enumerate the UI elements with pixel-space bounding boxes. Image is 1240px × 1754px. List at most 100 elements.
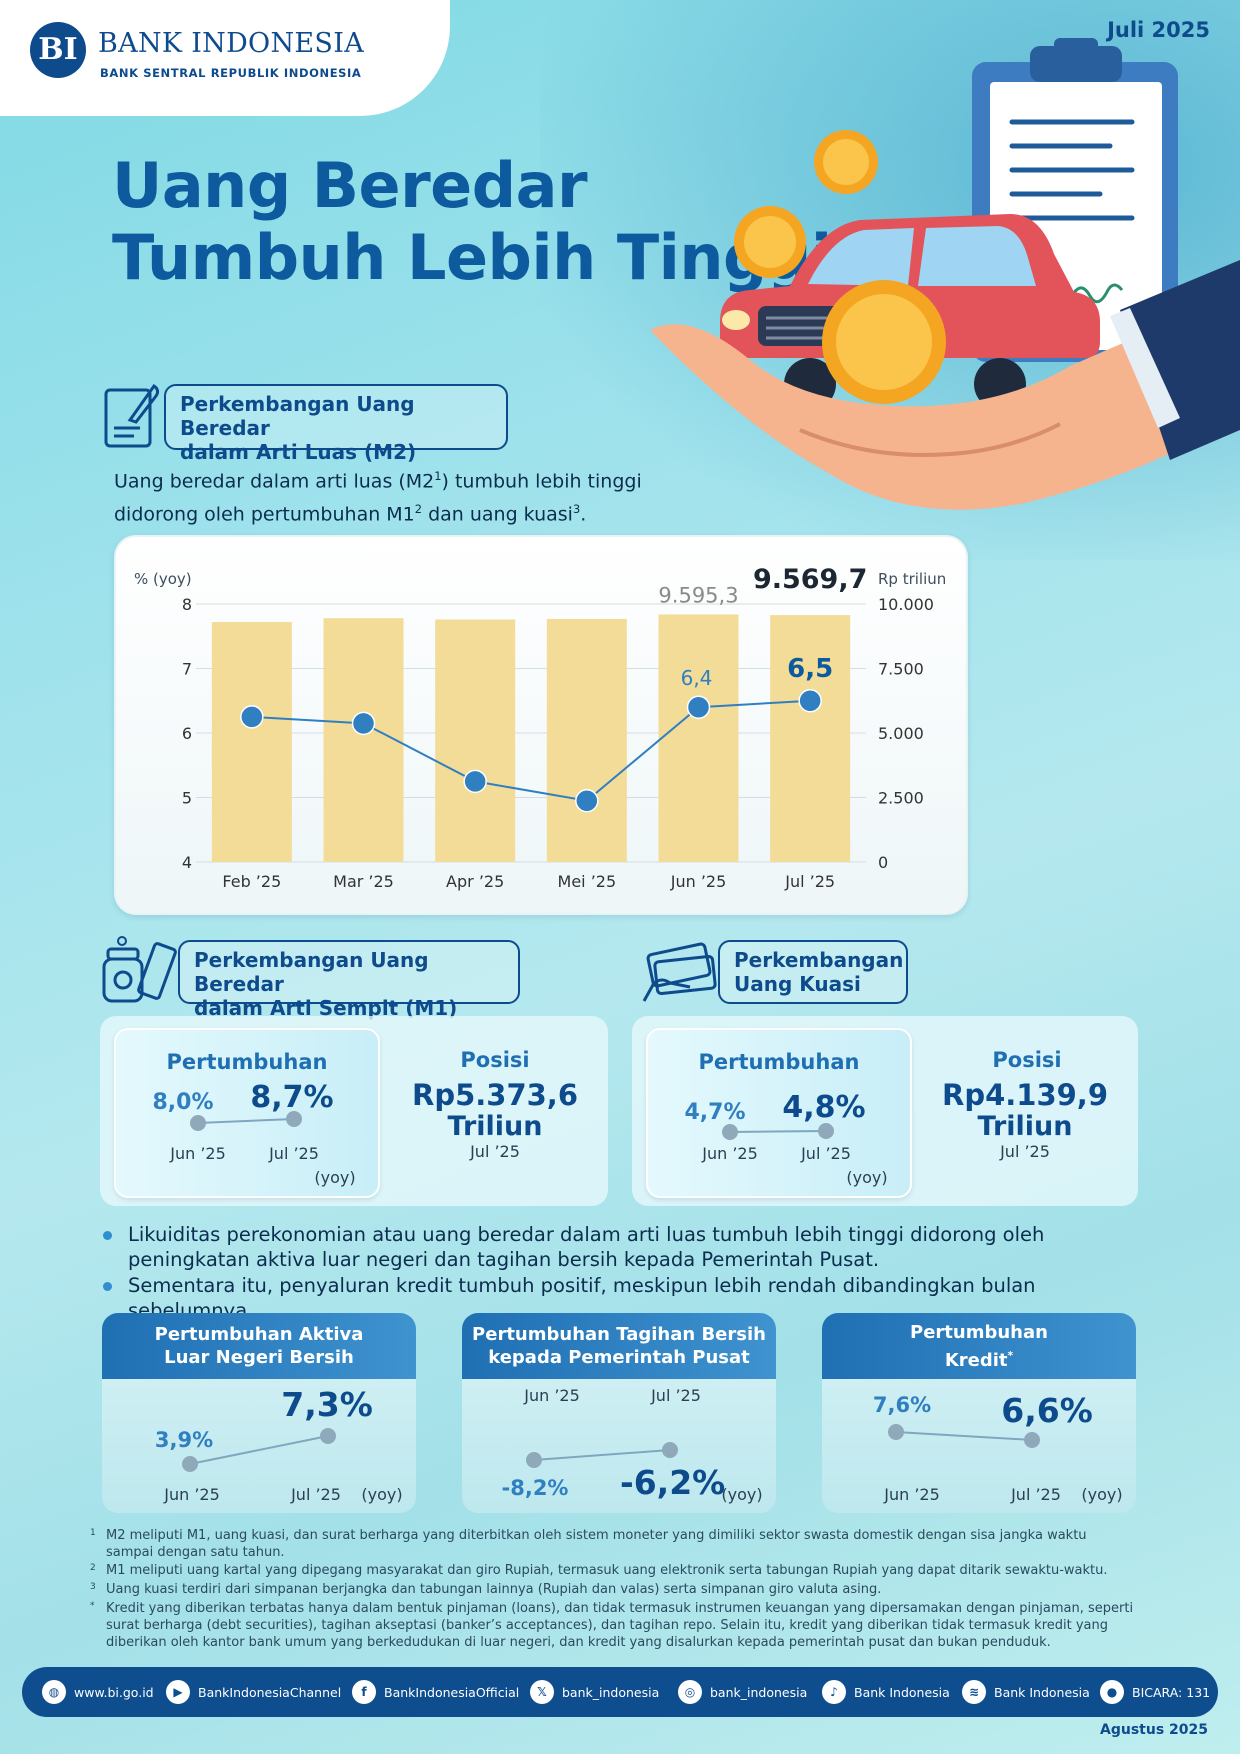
social-link-tiktok[interactable]: ♪ Bank Indonesia	[822, 1667, 950, 1717]
m1-position-title: Posisi	[460, 1048, 530, 1072]
y-tick-label-left: 5	[182, 789, 192, 808]
kuasi-title-line1: Perkembangan	[734, 948, 904, 972]
bar	[770, 615, 851, 862]
tagihan-curr-label: Jul ’25	[651, 1386, 701, 1405]
aktiva-title-line1: Pertumbuhan Aktiva	[154, 1324, 364, 1345]
footnote: 2 M1 meliputi uang kartal yang dipegang m…	[90, 1562, 1136, 1579]
social-link-facebook[interactable]: f BankIndonesiaOfficial	[352, 1667, 519, 1717]
kuasi-trend-line	[722, 1123, 834, 1140]
m1-curr-point	[286, 1111, 302, 1127]
x-tick-label: Jul ’25	[784, 872, 835, 891]
tagihan-title-line1: Pertumbuhan Tagihan Bersih	[472, 1324, 766, 1345]
line-point	[798, 689, 822, 713]
tagihan-card: Pertumbuhan Tagihan Bersih kepada Pemerin…	[462, 1313, 776, 1513]
footnote-text: Kredit yang diberikan terbatas hanya dal…	[106, 1601, 1134, 1650]
m1-section-title: Perkembangan Uang Beredar dalam Arti Sem…	[178, 940, 520, 1020]
report-date: Juli 2025	[1107, 18, 1210, 42]
page-title: Uang Beredar Tumbuh Lebih Tinggi	[112, 150, 832, 294]
bar	[546, 618, 627, 862]
m1-position-unit: Triliun	[447, 1111, 543, 1142]
intro-sup-1: 1	[434, 469, 442, 483]
tagihan-unit: (yoy)	[721, 1485, 763, 1504]
m1-trend-line	[190, 1111, 302, 1131]
social-label: BICARA: 131	[1132, 1684, 1211, 1700]
bar	[323, 618, 404, 862]
footnote-mark: 3	[90, 1582, 96, 1592]
social-link-spotify[interactable]: ≋ Bank Indonesia	[962, 1667, 1090, 1717]
tagihan-prev-value: -8,2%	[501, 1476, 569, 1500]
cards-hand-icon	[642, 942, 717, 1002]
intro-part-d: dan uang kuasi	[422, 503, 573, 526]
bar	[435, 619, 516, 862]
social-label: bank_indonesia	[710, 1684, 808, 1700]
instagram-icon: ◎	[678, 1680, 702, 1704]
m1-title-line1: Perkembangan Uang Beredar	[194, 948, 429, 996]
m1-prev-label: Jun ’25	[170, 1144, 226, 1163]
kuasi-title-line2: Uang Kuasi	[734, 972, 861, 996]
kredit-card-title: Pertumbuhan Kredit*	[822, 1313, 1136, 1379]
summary-bullets: Likuiditas perekonomian atau uang bereda…	[100, 1222, 1140, 1324]
m1-prev-value: 8,0%	[152, 1090, 214, 1115]
y-tick-label-right: 2.500	[878, 789, 924, 808]
m1-curr-value: 8,7%	[250, 1080, 334, 1115]
tagihan-curr-point	[662, 1442, 678, 1458]
footnote-text: M1 meliputi uang kartal yang dipegang ma…	[106, 1563, 1108, 1578]
m1-growth-box: Pertumbuhan 8,0% 8,7% Jun ’25 Jul ’25 (y…	[114, 1028, 380, 1198]
social-label: bank_indonesia	[562, 1684, 660, 1700]
hand-car-coin-illustration	[650, 38, 1240, 510]
footer-date: Agustus 2025	[1100, 1722, 1208, 1738]
kuasi-curr-point	[818, 1123, 834, 1139]
kuasi-growth-box: Pertumbuhan 4,7% 4,8% Jun ’25 Jul ’25 (y…	[646, 1028, 912, 1198]
intro-part-b: ) tumbuh lebih tinggi	[441, 470, 642, 493]
social-link-youtube[interactable]: ▶ BankIndonesiaChannel	[166, 1667, 341, 1717]
aktiva-prev-label: Jun ’25	[164, 1485, 220, 1504]
money-jar-icon	[102, 936, 177, 1003]
m1-position-period: Jul ’25	[470, 1142, 520, 1161]
x-tick-label: Mar ’25	[333, 872, 394, 891]
footnote-text: Uang kuasi terdiri dari simpanan berjang…	[106, 1582, 882, 1597]
kredit-title-line1: Pertumbuhan	[910, 1321, 1048, 1343]
footnote: * Kredit yang diberikan terbatas hanya da…	[90, 1600, 1136, 1651]
aktiva-card-title: Pertumbuhan Aktiva Luar Negeri Bersih	[102, 1313, 416, 1379]
tagihan-card-title: Pertumbuhan Tagihan Bersih kepada Pemerin…	[462, 1313, 776, 1379]
y-tick-label-right: 10.000	[878, 595, 934, 614]
kuasi-curr-value: 4,8%	[782, 1090, 866, 1125]
kredit-curr-value: 6,6%	[1001, 1391, 1093, 1430]
tiktok-icon: ♪	[822, 1680, 846, 1704]
bar	[658, 614, 739, 862]
hand-icon	[650, 260, 1240, 510]
x-tick-label: Jun ’25	[670, 872, 727, 891]
bullet-item: Likuiditas perekonomian atau uang bereda…	[100, 1222, 1140, 1272]
aktiva-prev-value: 3,9%	[154, 1428, 214, 1452]
x-tick-label: Apr ’25	[446, 872, 504, 891]
kredit-curr-label: Jul ’25	[1011, 1485, 1061, 1504]
intro-part-e: .	[580, 503, 587, 526]
y-tick-label-right: 0	[878, 853, 888, 872]
social-link-podcast[interactable]: ● BICARA: 131	[1100, 1667, 1210, 1717]
m1-curr-label: Jul ’25	[269, 1144, 319, 1163]
social-link-website[interactable]: ◍ www.bi.go.id	[42, 1667, 154, 1717]
social-label: BankIndonesiaOfficial	[384, 1684, 520, 1700]
bar-data-label: 9.569,7	[753, 564, 867, 595]
aktiva-curr-value: 7,3%	[281, 1385, 373, 1424]
intro-sup-3: 3	[572, 502, 581, 517]
m1-prev-point	[190, 1115, 206, 1131]
tagihan-title-line2: kepada Pemerintah Pusat	[488, 1347, 750, 1368]
social-label: BankIndonesiaChannel	[198, 1684, 342, 1700]
car-icon	[720, 214, 1100, 410]
facebook-icon: f	[352, 1680, 376, 1704]
line-point	[463, 769, 487, 794]
social-link-instagram[interactable]: ◎ bank_indonesia	[678, 1667, 807, 1717]
bank-indonesia-logo-icon: BI	[30, 22, 86, 78]
youtube-icon: ▶	[166, 1680, 190, 1704]
kuasi-stat-panel: Pertumbuhan 4,7% 4,8% Jun ’25 Jul ’25 (y…	[632, 1016, 1138, 1206]
kredit-prev-value: 7,6%	[872, 1393, 932, 1417]
aktiva-trend-line	[182, 1428, 336, 1472]
social-label: Bank Indonesia	[994, 1684, 1090, 1700]
y-axis-left-label: % (yoy)	[134, 570, 192, 588]
logo-subtitle: BANK SENTRAL REPUBLIK INDONESIA	[100, 66, 362, 80]
aktiva-prev-point	[182, 1456, 198, 1472]
kuasi-prev-value: 4,7%	[684, 1100, 746, 1125]
